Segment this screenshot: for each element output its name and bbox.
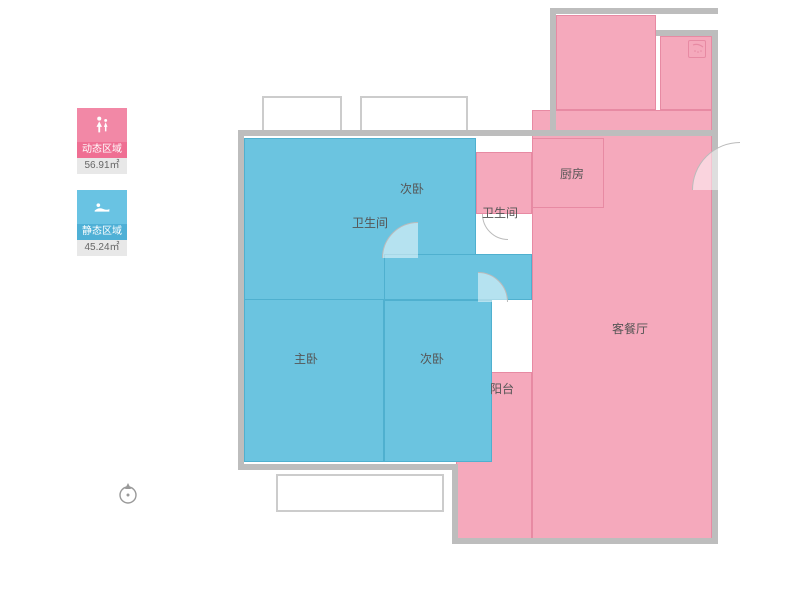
room-label-bath2: 卫生间 [482, 204, 518, 221]
shower-icon [688, 40, 706, 58]
wall-6 [550, 8, 718, 14]
legend-static-label: 静态区域 [77, 224, 127, 240]
legend-dynamic-label: 动态区域 [77, 142, 127, 158]
people-icon [91, 114, 113, 136]
wall-8 [656, 30, 718, 36]
room-label-living: 客餐厅 [612, 320, 648, 337]
room-label-kitchen: 厨房 [560, 165, 584, 182]
room-hall2 [384, 254, 532, 300]
legend-dynamic-icon [77, 108, 127, 142]
wall-9 [712, 30, 718, 110]
floor-plan-canvas: 动态区域 56.91㎡ 静态区域 45.24㎡ 客餐厅厨房阳台卫生间主卧次卧次卧… [0, 0, 800, 600]
wall-7 [550, 8, 556, 134]
sleep-icon [91, 196, 113, 218]
wall-0 [238, 130, 718, 136]
room-label-bed2a: 次卧 [420, 350, 444, 367]
wall-2 [238, 464, 458, 470]
room-label-bed2b: 次卧 [400, 180, 424, 197]
room-label-master: 主卧 [294, 350, 318, 367]
legend-dynamic-value: 56.91㎡ [77, 158, 127, 174]
wall-1 [238, 130, 244, 470]
room-label-bath1: 卫生间 [352, 214, 388, 231]
room-ext1 [556, 15, 656, 110]
legend-static-value: 45.24㎡ [77, 240, 127, 256]
wall-4 [452, 538, 718, 544]
legend-static-icon [77, 190, 127, 224]
room-label-balcony: 阳台 [490, 380, 514, 397]
balcony-outline-2 [276, 474, 444, 512]
room-bed2a [384, 300, 492, 462]
compass-icon [115, 480, 141, 506]
wall-3 [452, 464, 458, 544]
